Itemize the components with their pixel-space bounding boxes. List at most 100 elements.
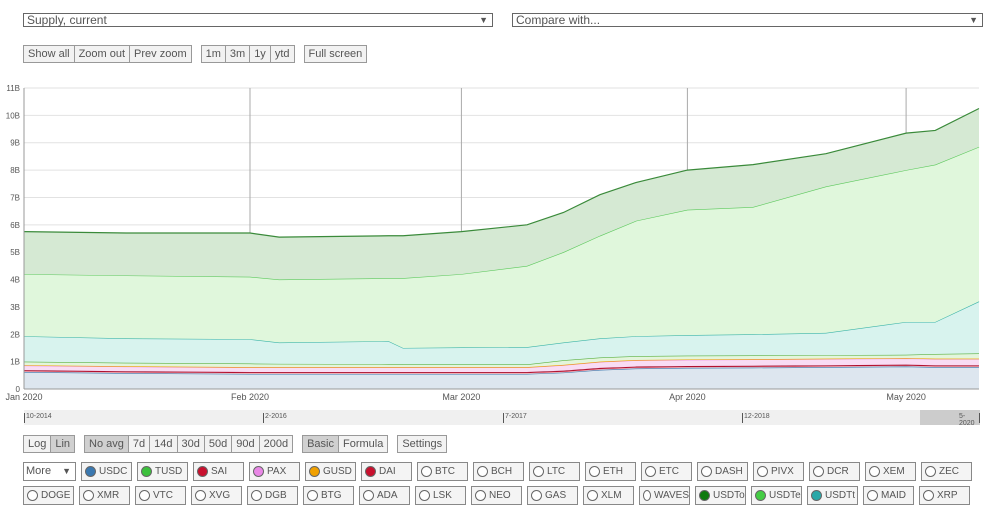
filled-circle-icon — [197, 466, 208, 477]
compare-select-value: Compare with... — [516, 13, 601, 27]
area-usdto — [24, 108, 979, 280]
more-select[interactable]: More ▼ — [23, 462, 76, 481]
coin-toggle-ada[interactable]: ADA — [359, 486, 410, 505]
coin-toggle-sai[interactable]: SAI — [193, 462, 244, 481]
avg-30d-button[interactable]: 30d — [177, 436, 205, 452]
coin-toggle-zec[interactable]: ZEC — [921, 462, 972, 481]
empty-circle-icon — [533, 466, 544, 477]
x-tick-label: Mar 2020 — [442, 392, 480, 402]
coin-toggle-pax[interactable]: PAX — [249, 462, 300, 481]
coin-toggle-vtc[interactable]: VTC — [135, 486, 186, 505]
coin-label: GUSD — [323, 466, 352, 477]
coin-label: NEO — [489, 490, 511, 501]
coin-toggle-bch[interactable]: BCH — [473, 462, 524, 481]
avg-no-avg-button[interactable]: No avg — [85, 436, 129, 452]
coin-toggle-btg[interactable]: BTG — [303, 486, 354, 505]
coin-toggle-dash[interactable]: DASH — [697, 462, 748, 481]
avg-14d-button[interactable]: 14d — [150, 436, 178, 452]
prev-zoom-button[interactable]: Prev zoom — [130, 46, 191, 62]
y-tick-label: 6B — [10, 221, 20, 230]
coin-toggle-usdto[interactable]: USDTo — [695, 486, 746, 505]
coin-toggle-btc[interactable]: BTC — [417, 462, 468, 481]
coin-row-1: More ▼ USDC TUSD SAI PAX GUSD DAI BTC BCH LTC ETH E… — [23, 462, 972, 481]
area-dai — [24, 365, 979, 374]
coin-label: MAID — [881, 490, 906, 501]
coin-toggle-dai[interactable]: DAI — [361, 462, 412, 481]
ytd-button[interactable]: ytd — [270, 46, 294, 62]
navigator-label: 5-2020 — [958, 413, 980, 427]
coin-label: PIVX — [771, 466, 794, 477]
coin-toggle-eth[interactable]: ETH — [585, 462, 636, 481]
scale-lin-button[interactable]: Lin — [51, 436, 75, 452]
mode-basic-button[interactable]: Basic — [303, 436, 339, 452]
avg-200d-button[interactable]: 200d — [259, 436, 293, 452]
y-tick-label: 1B — [10, 358, 20, 367]
coin-toggle-gas[interactable]: GAS — [527, 486, 578, 505]
coin-toggle-xvg[interactable]: XVG — [191, 486, 242, 505]
coin-toggle-xmr[interactable]: XMR — [79, 486, 130, 505]
show-all-button[interactable]: Show all — [24, 46, 75, 62]
coin-label: TUSD — [155, 466, 183, 477]
mode-formula-button[interactable]: Formula — [338, 436, 388, 452]
coin-toggle-neo[interactable]: NEO — [471, 486, 522, 505]
coin-label: USDTt — [825, 490, 855, 501]
empty-circle-icon — [589, 466, 600, 477]
coin-toggle-xem[interactable]: XEM — [865, 462, 916, 481]
scale-log-button[interactable]: Log — [24, 436, 52, 452]
coin-toggle-waves[interactable]: WAVES — [639, 486, 690, 505]
coin-label: GAS — [545, 490, 567, 501]
navigator-label: 12-2018 — [742, 413, 770, 423]
y-tick-label: 4B — [10, 276, 20, 285]
coin-toggle-xrp[interactable]: XRP — [919, 486, 970, 505]
avg-90d-button[interactable]: 90d — [232, 436, 260, 452]
coin-toggle-etc[interactable]: ETC — [641, 462, 692, 481]
coin-toggle-ltc[interactable]: LTC — [529, 462, 580, 481]
coin-label: SAI — [211, 466, 228, 477]
metric-select[interactable]: Supply, current ▼ — [23, 13, 493, 27]
zoom-button-group: 1m 3m 1y ytd — [200, 45, 295, 63]
empty-circle-icon — [251, 490, 262, 501]
filled-circle-icon — [811, 490, 822, 501]
chevron-down-icon: ▼ — [62, 466, 71, 476]
coin-toggle-dcr[interactable]: DCR — [809, 462, 860, 481]
coin-toggle-usdte[interactable]: USDTe — [751, 486, 802, 505]
coin-toggle-gusd[interactable]: GUSD — [305, 462, 356, 481]
metric-select-value: Supply, current — [27, 13, 107, 27]
coin-toggle-maid[interactable]: MAID — [863, 486, 914, 505]
coin-toggle-lsk[interactable]: LSK — [415, 486, 466, 505]
more-label: More — [26, 465, 52, 477]
3m-button[interactable]: 3m — [225, 46, 251, 62]
coin-toggle-usdc[interactable]: USDC — [81, 462, 132, 481]
coin-toggle-xlm[interactable]: XLM — [583, 486, 634, 505]
empty-circle-icon — [139, 490, 150, 501]
compare-select[interactable]: Compare with... ▼ — [512, 13, 983, 27]
navigator-selection[interactable] — [920, 410, 980, 425]
empty-circle-icon — [813, 466, 824, 477]
empty-circle-icon — [307, 490, 318, 501]
navigator-label: 2-2016 — [263, 413, 287, 423]
empty-circle-icon — [587, 490, 598, 501]
avg-50d-button[interactable]: 50d — [204, 436, 233, 452]
coin-toggle-usdtt[interactable]: USDTt — [807, 486, 858, 505]
filled-circle-icon — [699, 490, 710, 501]
settings-button[interactable]: Settings — [398, 436, 447, 452]
1y-button[interactable]: 1y — [250, 46, 271, 62]
line-usdto — [23, 107, 980, 238]
coin-label: DASH — [715, 466, 743, 477]
coin-toggle-doge[interactable]: DOGE — [23, 486, 74, 505]
coin-label: XLM — [601, 490, 622, 501]
navigator-scrollbar[interactable]: 10-2014 2-2016 7-2017 12-2018 5-2020 — [24, 410, 980, 427]
zoom-button-group: Full screen — [303, 45, 368, 63]
avg-7d-button[interactable]: 7d — [128, 436, 151, 452]
coin-toggle-tusd[interactable]: TUSD — [137, 462, 188, 481]
full-screen-button[interactable]: Full screen — [304, 46, 367, 62]
area-usdte — [24, 146, 979, 348]
coin-toggle-pivx[interactable]: PIVX — [753, 462, 804, 481]
coin-label: USDTo — [713, 490, 745, 501]
mode-button-group: Basic Formula — [302, 435, 389, 453]
x-tick-label: Jan 2020 — [5, 392, 42, 402]
1m-button[interactable]: 1m — [201, 46, 226, 62]
coin-toggle-dgb[interactable]: DGB — [247, 486, 298, 505]
zoom-out-button[interactable]: Zoom out — [74, 46, 131, 62]
y-tick-label: 3B — [10, 303, 20, 312]
